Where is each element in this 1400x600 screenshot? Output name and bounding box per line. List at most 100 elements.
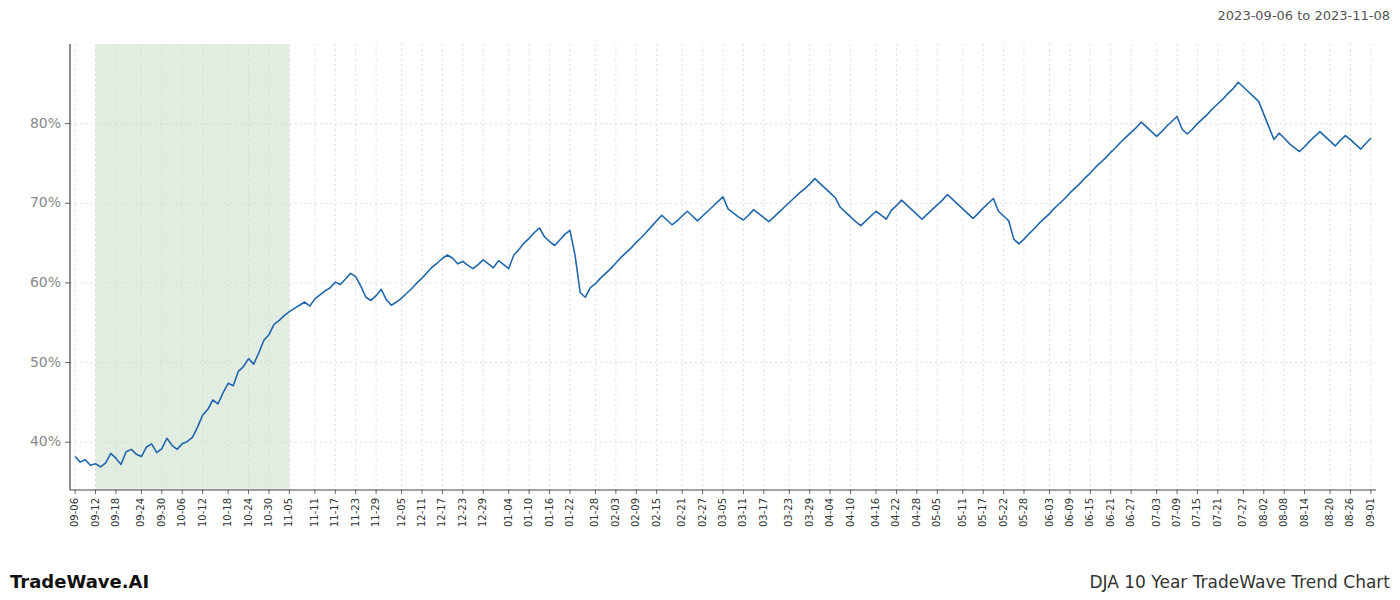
x-grid-line bbox=[529, 44, 530, 490]
x-tick-label: 07-09 bbox=[1171, 498, 1182, 527]
x-grid-line bbox=[615, 44, 616, 490]
y-tick-label: 40% bbox=[30, 433, 61, 449]
x-tick-label: 01-22 bbox=[564, 498, 575, 527]
y-tick bbox=[65, 282, 70, 283]
x-grid-line bbox=[763, 44, 764, 490]
x-tick-label: 09-01 bbox=[1365, 498, 1376, 527]
x-tick-label: 11-05 bbox=[283, 498, 294, 527]
x-tick-label: 06-21 bbox=[1105, 498, 1116, 527]
x-tick-label: 03-05 bbox=[717, 498, 728, 527]
y-tick-label: 80% bbox=[30, 115, 61, 131]
x-axis-line bbox=[70, 489, 1376, 490]
x-grid-line bbox=[702, 44, 703, 490]
x-tick-label: 08-20 bbox=[1324, 498, 1335, 527]
x-tick-label: 07-27 bbox=[1237, 498, 1248, 527]
brand-annotation: TradeWave.AI bbox=[10, 571, 149, 592]
x-grid-line bbox=[1090, 44, 1091, 490]
x-tick-label: 05-22 bbox=[998, 498, 1009, 527]
x-tick-label: 09-12 bbox=[90, 498, 101, 527]
x-tick-label: 09-18 bbox=[110, 498, 121, 527]
x-grid-line bbox=[1197, 44, 1198, 490]
texts: 40%50%60%70%80%09-0609-1209-1809-2409-30… bbox=[10, 8, 1390, 592]
x-grid-line bbox=[355, 44, 356, 490]
x-grid-line bbox=[595, 44, 596, 490]
y-tick-label: 50% bbox=[30, 354, 61, 370]
x-grid-line bbox=[850, 44, 851, 490]
x-tick-label: 09-06 bbox=[69, 498, 80, 527]
x-tick-label: 06-27 bbox=[1125, 498, 1136, 527]
y-tick-label: 70% bbox=[30, 194, 61, 210]
x-grid-line bbox=[1049, 44, 1050, 490]
x-tick-label: 09-30 bbox=[156, 498, 167, 527]
x-grid-line bbox=[896, 44, 897, 490]
x-tick-label: 06-03 bbox=[1044, 498, 1055, 527]
x-grid-line bbox=[656, 44, 657, 490]
x-tick-label: 11-11 bbox=[309, 498, 320, 527]
x-tick-label: 02-09 bbox=[630, 498, 641, 527]
x-grid-line bbox=[1350, 44, 1351, 490]
x-tick-label: 08-08 bbox=[1278, 498, 1289, 527]
x-tick-label: 10-12 bbox=[197, 498, 208, 527]
x-tick-label: 08-02 bbox=[1258, 498, 1269, 527]
x-grid-line bbox=[422, 44, 423, 490]
x-tick-label: 06-09 bbox=[1064, 498, 1075, 527]
x-grid-line bbox=[876, 44, 877, 490]
highlight-layer bbox=[96, 44, 290, 490]
x-grid-line bbox=[1156, 44, 1157, 490]
x-grid-line bbox=[462, 44, 463, 490]
x-grid-line bbox=[1330, 44, 1331, 490]
x-grid-line bbox=[376, 44, 377, 490]
x-tick-label: 11-23 bbox=[350, 498, 361, 527]
x-tick-label: 02-03 bbox=[610, 498, 621, 527]
x-tick-label: 04-04 bbox=[824, 498, 835, 527]
y-tick-label: 60% bbox=[30, 274, 61, 290]
x-tick-label: 03-29 bbox=[804, 498, 815, 527]
x-tick-label: 12-05 bbox=[396, 498, 407, 527]
x-tick-label: 04-10 bbox=[845, 498, 856, 527]
x-grid-line bbox=[1304, 44, 1305, 490]
x-tick-label: 01-16 bbox=[544, 498, 555, 527]
x-tick-label: 05-28 bbox=[1018, 498, 1029, 527]
x-tick-label: 01-28 bbox=[589, 498, 600, 527]
x-grid-line bbox=[75, 44, 76, 490]
x-grid-line bbox=[937, 44, 938, 490]
x-grid-line bbox=[1243, 44, 1244, 490]
x-grid-line bbox=[1263, 44, 1264, 490]
grid bbox=[70, 44, 1376, 490]
x-tick-label: 02-15 bbox=[651, 498, 662, 527]
x-grid-line bbox=[442, 44, 443, 490]
x-tick-label: 02-21 bbox=[676, 498, 687, 527]
subtitle: 2023-09-06 to 2023-11-08 bbox=[1218, 8, 1390, 23]
x-grid-line bbox=[569, 44, 570, 490]
x-tick-label: 06-15 bbox=[1084, 498, 1095, 527]
highlight-band bbox=[96, 44, 290, 490]
y-tick bbox=[65, 123, 70, 124]
x-tick-label: 05-05 bbox=[931, 498, 942, 527]
x-grid-line bbox=[549, 44, 550, 490]
x-tick-label: 11-17 bbox=[329, 498, 340, 527]
x-grid-line bbox=[682, 44, 683, 490]
x-tick-label: 03-11 bbox=[737, 498, 748, 527]
x-grid-line bbox=[401, 44, 402, 490]
x-tick-label: 05-11 bbox=[957, 498, 968, 527]
series-layer bbox=[75, 82, 1371, 467]
x-tick-label: 04-16 bbox=[870, 498, 881, 527]
y-tick bbox=[65, 203, 70, 204]
x-grid-line bbox=[916, 44, 917, 490]
x-tick-label: 12-17 bbox=[436, 498, 447, 527]
x-tick-label: 10-18 bbox=[222, 498, 233, 527]
x-grid-line bbox=[335, 44, 336, 490]
x-tick-label: 03-23 bbox=[783, 498, 794, 527]
axes bbox=[65, 44, 1376, 494]
x-tick-label: 04-28 bbox=[911, 498, 922, 527]
x-tick-label: 08-14 bbox=[1299, 498, 1310, 527]
x-tick-label: 12-23 bbox=[457, 498, 468, 527]
y-axis-line bbox=[69, 44, 70, 490]
x-tick-label: 10-30 bbox=[263, 498, 274, 527]
y-tick bbox=[65, 442, 70, 443]
x-tick-label: 01-04 bbox=[503, 498, 514, 527]
x-grid-line bbox=[1131, 44, 1132, 490]
x-grid-line bbox=[1110, 44, 1111, 490]
x-grid-line bbox=[1177, 44, 1178, 490]
x-grid-line bbox=[1023, 44, 1024, 490]
